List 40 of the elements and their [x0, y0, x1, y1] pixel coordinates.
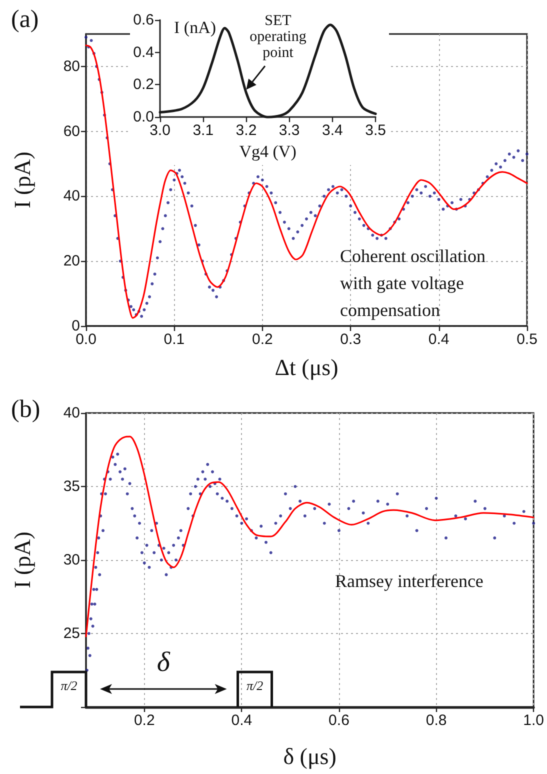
y-tick-label: 0.6 — [133, 12, 154, 28]
x-tick-label: 0.2 — [252, 331, 273, 348]
line-series — [85, 436, 534, 638]
x-tick-label: 0.4 — [428, 331, 450, 348]
y-tick-label: 30 — [63, 552, 80, 568]
x-axis-title: Δt (μs) — [274, 355, 338, 380]
y-axis-title: I (pA) — [10, 152, 35, 208]
x-axis-title: δ (μs) — [283, 744, 336, 769]
annotation: SET operating point — [248, 13, 308, 61]
y-tick-label: 20 — [63, 252, 80, 270]
chart-title: (b) — [11, 396, 40, 423]
annotation: Ramsey interference — [335, 570, 484, 592]
x-tick-label: 1.0 — [523, 712, 544, 729]
annotation: Coherent oscillation with gate voltage compensation — [340, 245, 486, 322]
annotation: π/2 — [245, 677, 264, 694]
x-tick-label: 0.6 — [328, 712, 350, 729]
x-tick-label: 3.3 — [278, 122, 300, 140]
y-tick-label: 40 — [63, 404, 80, 422]
x-tick-label: 0.4 — [231, 712, 252, 729]
y-tick-label: 40 — [63, 188, 80, 205]
y-tick-label: 0.4 — [133, 44, 154, 61]
x-axis-title: Vg4 (V) — [239, 142, 296, 161]
chart-title: (a) — [11, 6, 39, 33]
y-tick-label: 35 — [63, 478, 80, 495]
y-tick-label: 60 — [63, 122, 80, 140]
y-tick-label: 0.2 — [133, 76, 154, 94]
x-tick-label: 0.5 — [516, 331, 538, 348]
y-tick-label: 25 — [63, 625, 80, 642]
x-tick-label: 3.2 — [236, 122, 257, 140]
x-tick-label: 0.8 — [426, 712, 447, 729]
x-tick-label: 0.1 — [164, 331, 185, 348]
y-tick-label: 80 — [63, 58, 80, 75]
text: π/2 — [60, 677, 78, 694]
x-tick-label: 3.4 — [322, 122, 343, 140]
annotation: δ — [156, 647, 172, 679]
y-axis-title: I (pA) — [10, 532, 35, 588]
y-axis-title: I (nA) — [174, 18, 216, 37]
x-tick-label: 3.1 — [192, 122, 214, 140]
x-tick-label: 3.5 — [365, 122, 386, 140]
x-tick-label: 0.3 — [340, 331, 362, 348]
